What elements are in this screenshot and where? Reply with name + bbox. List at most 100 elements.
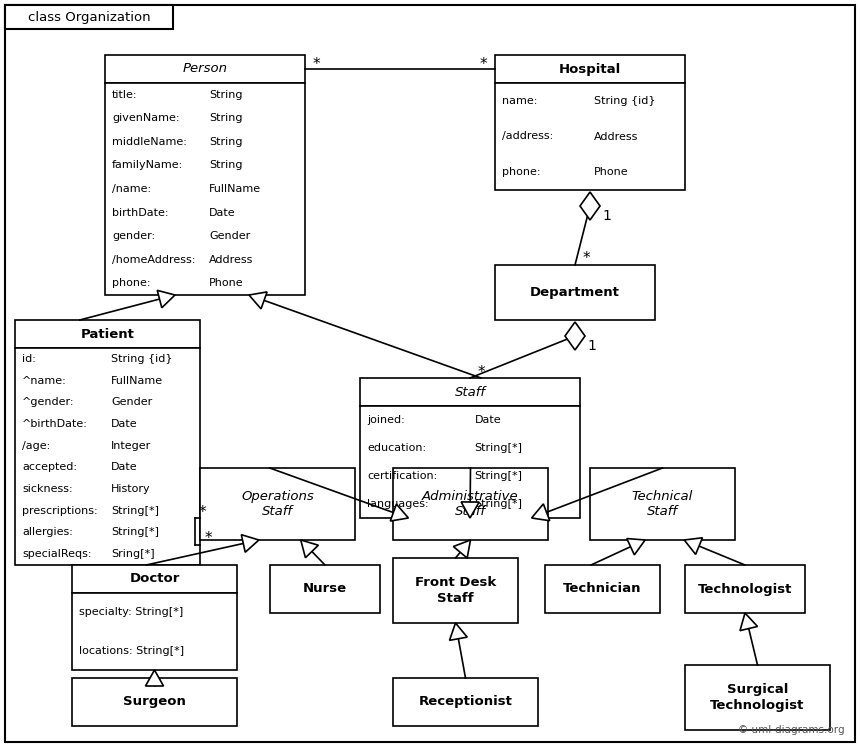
Text: languages:: languages: (367, 499, 428, 509)
Bar (72, 565, 237, 593)
Bar (5, 5, 173, 29)
Text: String[*]: String[*] (475, 471, 522, 481)
Text: Surgical
Technologist: Surgical Technologist (710, 684, 805, 711)
Text: String[*]: String[*] (111, 527, 159, 537)
Text: certification:: certification: (367, 471, 437, 481)
Text: Date: Date (111, 462, 138, 472)
Text: Date: Date (209, 208, 236, 217)
Text: Address: Address (209, 255, 254, 264)
Bar (105, 55, 305, 83)
Text: Receptionist: Receptionist (419, 695, 513, 708)
Text: familyName:: familyName: (112, 161, 183, 170)
Text: String {id}: String {id} (593, 96, 655, 106)
Bar (590, 468, 735, 540)
Bar (105, 83, 305, 295)
Text: accepted:: accepted: (22, 462, 77, 472)
Bar (72, 593, 237, 670)
Text: 1: 1 (587, 339, 596, 353)
Bar (393, 558, 518, 623)
Text: FullName: FullName (111, 376, 163, 385)
Text: /address:: /address: (502, 131, 553, 141)
Bar (360, 406, 580, 518)
Polygon shape (390, 504, 408, 521)
Polygon shape (450, 623, 467, 640)
Polygon shape (242, 535, 259, 552)
Text: *: * (313, 58, 321, 72)
Text: name:: name: (502, 96, 538, 106)
Text: specialReqs:: specialReqs: (22, 549, 91, 560)
Text: Front Desk
Staff: Front Desk Staff (415, 577, 496, 604)
Polygon shape (249, 292, 267, 309)
Text: History: History (111, 484, 150, 494)
Text: Integer: Integer (111, 441, 151, 450)
Text: phone:: phone: (502, 167, 540, 177)
Text: Surgeon: Surgeon (123, 695, 186, 708)
Text: joined:: joined: (367, 415, 405, 425)
Bar (393, 678, 538, 726)
Text: Sring[*]: Sring[*] (111, 549, 155, 560)
Text: © uml-diagrams.org: © uml-diagrams.org (739, 725, 845, 735)
Text: Person: Person (182, 63, 228, 75)
Text: Phone: Phone (209, 278, 243, 288)
Bar (15, 348, 200, 565)
Text: /age:: /age: (22, 441, 50, 450)
Text: Patient: Patient (81, 327, 134, 341)
Text: String: String (209, 90, 243, 100)
Polygon shape (685, 538, 703, 554)
Text: Date: Date (475, 415, 501, 425)
Bar (360, 378, 580, 406)
Text: education:: education: (367, 443, 426, 453)
Bar (685, 665, 830, 730)
Text: /name:: /name: (112, 184, 151, 194)
Text: Address: Address (593, 131, 638, 141)
Text: birthDate:: birthDate: (112, 208, 169, 217)
Text: ^name:: ^name: (22, 376, 67, 385)
Bar (393, 468, 548, 540)
Text: FullName: FullName (209, 184, 261, 194)
Text: Nurse: Nurse (303, 583, 347, 595)
Text: givenName:: givenName: (112, 114, 180, 123)
Text: phone:: phone: (112, 278, 150, 288)
Bar (270, 565, 380, 613)
Text: Phone: Phone (593, 167, 629, 177)
Text: prescriptions:: prescriptions: (22, 506, 98, 515)
Text: Staff: Staff (454, 385, 486, 398)
Text: Department: Department (530, 286, 620, 299)
Text: Gender: Gender (111, 397, 152, 407)
Text: allergies:: allergies: (22, 527, 73, 537)
Polygon shape (580, 192, 600, 220)
Bar (495, 265, 655, 320)
Polygon shape (740, 613, 758, 630)
Polygon shape (453, 540, 470, 558)
Text: Administrative
Staff: Administrative Staff (422, 490, 519, 518)
Polygon shape (301, 540, 318, 558)
Bar (495, 55, 685, 83)
Text: String: String (209, 114, 243, 123)
Text: *: * (199, 505, 206, 520)
Text: Technical
Staff: Technical Staff (632, 490, 693, 518)
Text: ^birthDate:: ^birthDate: (22, 419, 88, 429)
Text: String {id}: String {id} (111, 354, 173, 364)
Text: Doctor: Doctor (129, 572, 180, 586)
Text: String[*]: String[*] (475, 499, 522, 509)
Text: String[*]: String[*] (111, 506, 159, 515)
Text: Technician: Technician (563, 583, 642, 595)
Text: Technologist: Technologist (697, 583, 792, 595)
Text: String: String (209, 137, 243, 147)
Text: Gender: Gender (209, 231, 250, 241)
Bar (15, 320, 200, 348)
Text: class Organization: class Organization (28, 10, 150, 23)
Polygon shape (145, 670, 163, 686)
Polygon shape (157, 291, 175, 308)
Text: String[*]: String[*] (475, 443, 522, 453)
Text: specialty: String[*]: specialty: String[*] (79, 607, 183, 617)
Text: id:: id: (22, 354, 36, 364)
Bar (200, 468, 355, 540)
Text: /homeAddress:: /homeAddress: (112, 255, 195, 264)
Polygon shape (461, 502, 479, 518)
Bar (545, 565, 660, 613)
Polygon shape (531, 504, 550, 521)
Text: *: * (205, 532, 212, 547)
Bar (495, 83, 685, 190)
Text: *: * (478, 365, 486, 379)
